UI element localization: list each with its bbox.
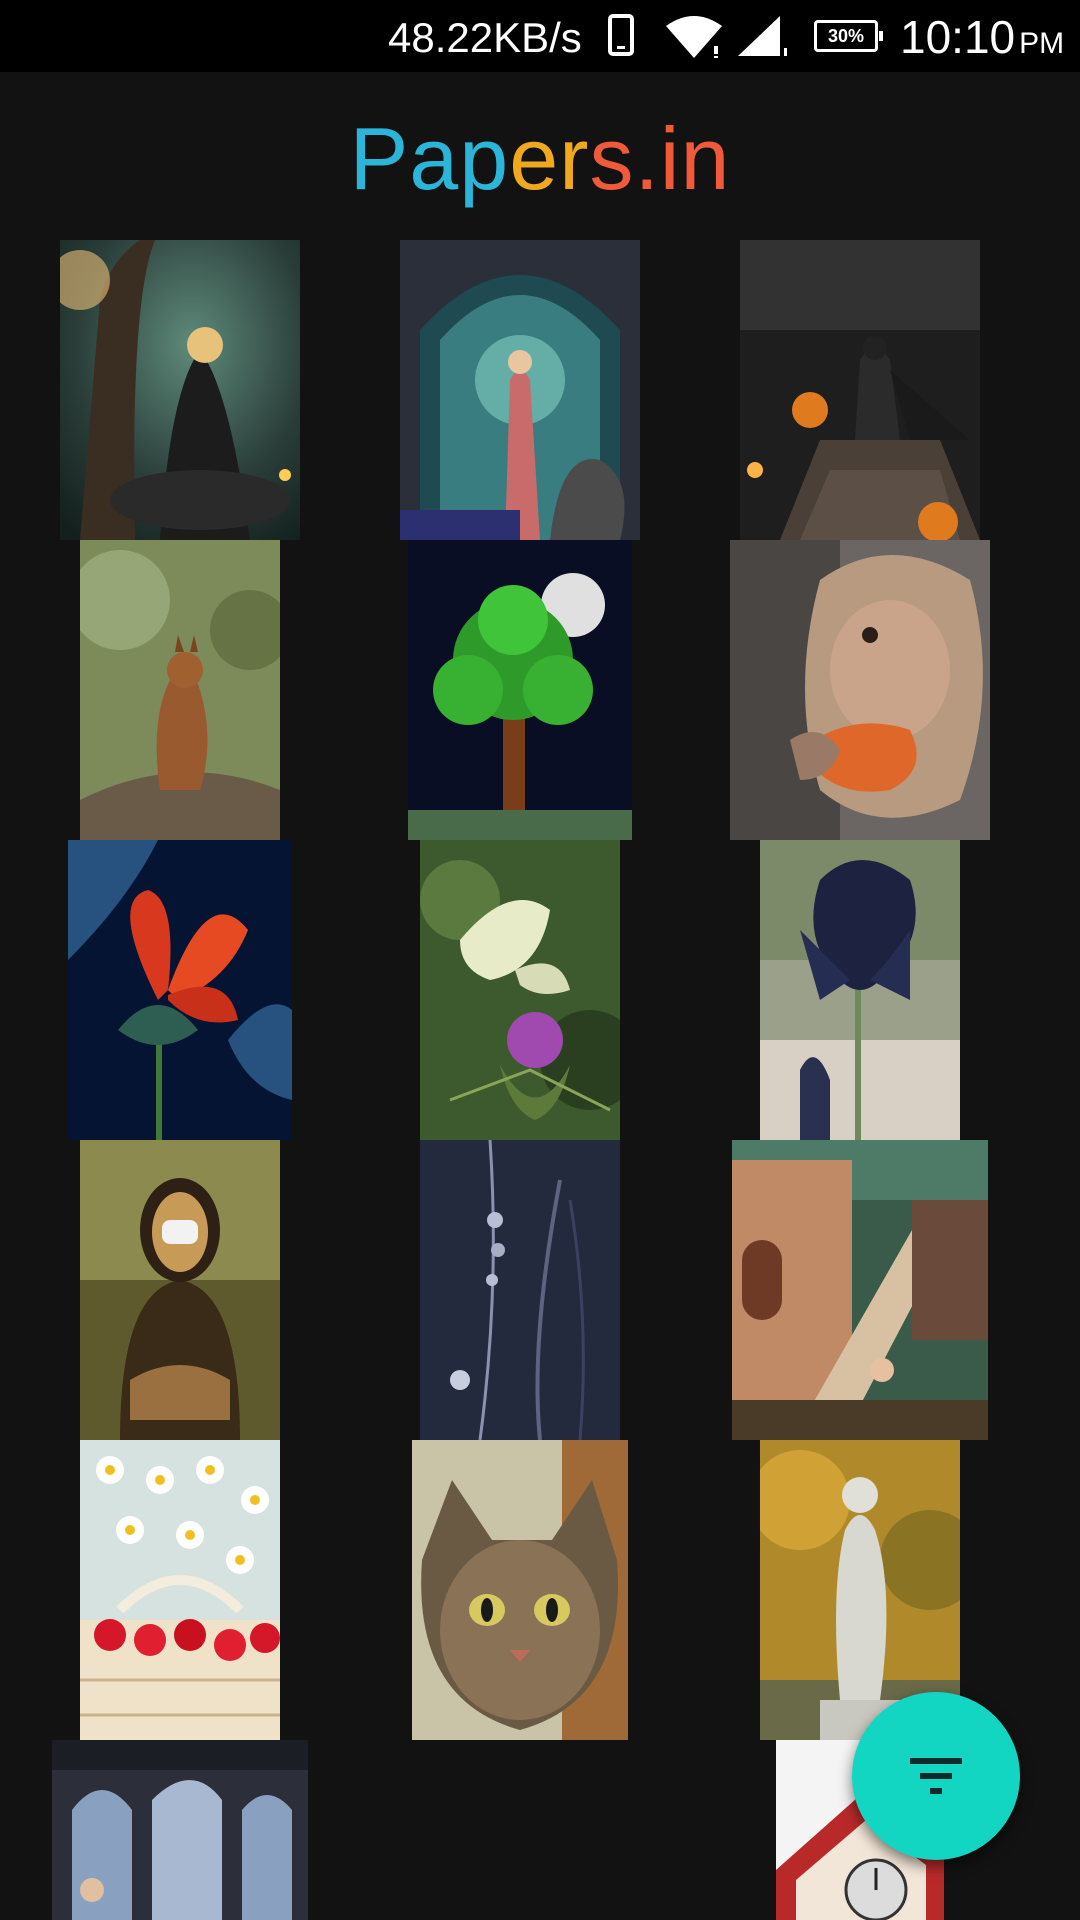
filter-button[interactable] (852, 1692, 1020, 1860)
wallpaper-thumbnail[interactable] (420, 840, 620, 1140)
logo-letter: e (509, 109, 560, 208)
wallpaper-thumbnail[interactable] (412, 1440, 628, 1740)
wallpaper-thumbnail[interactable] (80, 1440, 280, 1740)
filter-icon (910, 1758, 962, 1794)
network-speed: 48.22KB/s (388, 14, 582, 61)
logo-letter: i (659, 109, 681, 208)
wallpaper-thumbnail[interactable] (420, 1140, 620, 1440)
wallpaper-thumbnail[interactable] (740, 240, 980, 540)
clock: 10:10 PM (900, 10, 1064, 64)
clock-time: 10:10 (900, 11, 1016, 63)
wallpaper-thumbnail[interactable] (80, 540, 280, 840)
wallpaper-thumbnail[interactable] (730, 540, 990, 840)
wallpaper-thumbnail[interactable] (80, 1140, 280, 1440)
battery-icon: 30% (814, 20, 883, 52)
wallpaper-thumbnail[interactable] (760, 840, 960, 1140)
logo-letter: a (409, 109, 460, 208)
status-bar: 48.22KB/s 30% 10:10 PM (0, 0, 1080, 72)
logo-letter: r (559, 109, 590, 208)
wallpaper-thumbnail[interactable] (732, 1140, 988, 1440)
wallpaper-thumbnail[interactable] (60, 240, 300, 540)
wallpaper-thumbnail[interactable] (408, 540, 632, 840)
wallpaper-thumbnail[interactable] (400, 240, 640, 540)
app-logo: Papers.in (0, 108, 1080, 210)
logo-letter: p (459, 109, 510, 208)
signal-icon (736, 14, 792, 65)
logo-letter: s (589, 109, 635, 208)
phone-icon (608, 14, 634, 56)
wallpaper-thumbnail[interactable] (68, 840, 292, 1140)
logo-letter: P (349, 109, 410, 208)
logo-letter: n (680, 109, 731, 208)
logo-letter: . (634, 109, 660, 208)
clock-ampm: PM (1019, 27, 1065, 60)
wallpaper-thumbnail[interactable] (52, 1740, 308, 1920)
wifi-icon (664, 14, 724, 65)
